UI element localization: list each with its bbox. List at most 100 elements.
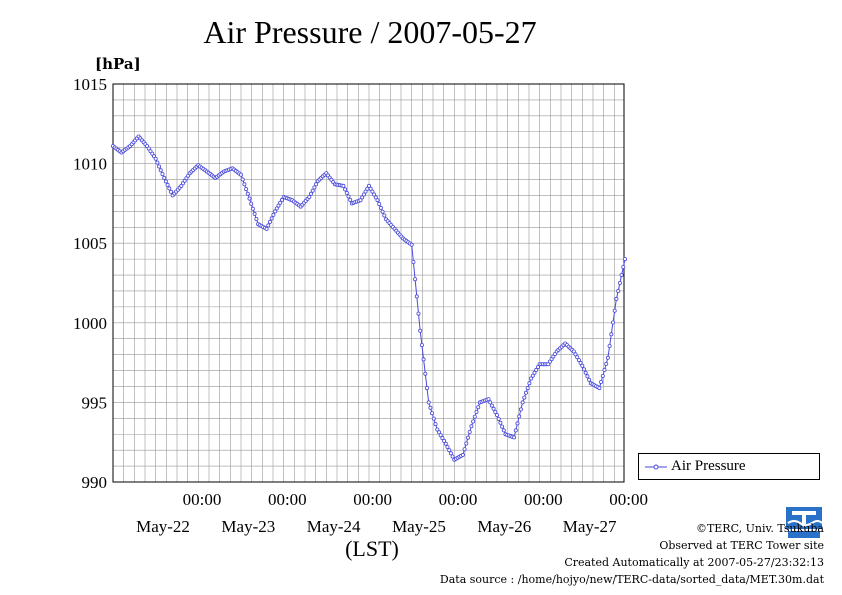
- data-point: [450, 454, 455, 459]
- data-point: [602, 367, 607, 372]
- data-point: [525, 386, 530, 391]
- data-point: [160, 172, 165, 177]
- data-point: [529, 376, 534, 381]
- data-point: [312, 185, 317, 190]
- data-point: [447, 448, 452, 453]
- data-point: [375, 198, 380, 203]
- x-tick-time-label: 00:00: [609, 490, 648, 509]
- data-point: [575, 355, 580, 360]
- series-layer: [111, 134, 628, 462]
- data-point: [247, 196, 252, 201]
- data-point: [250, 206, 255, 211]
- x-tick-date-label: May-27: [563, 517, 617, 536]
- data-point: [377, 201, 382, 206]
- data-point: [380, 209, 385, 214]
- data-point: [467, 429, 472, 434]
- data-point: [604, 361, 609, 366]
- data-point: [252, 211, 257, 216]
- data-point: [242, 182, 247, 187]
- data-point: [442, 438, 447, 443]
- x-tick-date-label: May-26: [477, 517, 531, 536]
- data-point: [617, 280, 622, 285]
- data-point: [153, 156, 158, 161]
- y-tick-label: 1015: [73, 75, 107, 94]
- data-point: [368, 186, 373, 191]
- data-point: [249, 201, 254, 206]
- data-point: [498, 420, 503, 425]
- data-point: [488, 400, 493, 405]
- data-point: [361, 192, 366, 197]
- footer-copyright: ©TERC, Univ. Tsukuba: [695, 522, 824, 535]
- data-point: [363, 189, 368, 194]
- data-point: [372, 192, 377, 197]
- legend: Air Pressure: [638, 453, 820, 480]
- data-point: [278, 200, 283, 205]
- data-point: [428, 405, 433, 410]
- data-point: [583, 370, 588, 375]
- data-point: [244, 187, 249, 192]
- data-point: [527, 381, 532, 386]
- footer-observed: Observed at TERC Tower site: [659, 539, 824, 552]
- data-point: [469, 424, 474, 429]
- data-point: [269, 216, 274, 221]
- data-point: [440, 436, 445, 441]
- data-point: [163, 179, 168, 184]
- axis-layer: [112, 83, 625, 483]
- data-point: [418, 328, 423, 333]
- data-point: [358, 198, 363, 203]
- data-point: [430, 411, 435, 416]
- data-point: [273, 209, 278, 214]
- data-point: [267, 219, 272, 224]
- data-point: [465, 435, 470, 440]
- data-point: [419, 343, 424, 348]
- data-point: [314, 182, 319, 187]
- grid-layer: [112, 83, 624, 483]
- data-point: [310, 188, 315, 193]
- data-point: [524, 390, 529, 395]
- terc-logo: [784, 503, 824, 539]
- data-point: [621, 265, 626, 270]
- data-point: [344, 190, 349, 195]
- data-point: [474, 409, 479, 414]
- data-point: [476, 405, 481, 410]
- data-point: [535, 365, 540, 370]
- data-point: [162, 175, 167, 180]
- data-point: [607, 343, 612, 348]
- data-point: [471, 419, 476, 424]
- data-point: [486, 397, 491, 402]
- data-point: [245, 191, 250, 196]
- data-point: [426, 400, 431, 405]
- data-point: [599, 379, 604, 384]
- data-point: [271, 212, 276, 217]
- data-point: [472, 414, 477, 419]
- data-point: [413, 277, 418, 282]
- data-point: [435, 427, 440, 432]
- data-point: [308, 191, 313, 196]
- data-point: [571, 349, 576, 354]
- data-point: [616, 288, 621, 293]
- data-point: [254, 216, 259, 221]
- x-tick-date-label: May-23: [221, 517, 275, 536]
- data-point: [424, 386, 429, 391]
- data-point: [491, 406, 496, 411]
- data-point: [494, 413, 499, 418]
- data-point: [576, 358, 581, 363]
- footer-created: Created Automatically at 2007-05-27/23:3…: [564, 556, 824, 569]
- data-point: [582, 367, 587, 372]
- x-axis-unit: (LST): [345, 536, 399, 561]
- data-point: [530, 373, 535, 378]
- data-point: [168, 189, 173, 194]
- data-point: [587, 377, 592, 382]
- x-tick-date-label: May-25: [392, 517, 446, 536]
- data-point: [370, 189, 375, 194]
- data-point: [158, 168, 163, 173]
- data-point: [614, 296, 619, 301]
- data-point: [382, 213, 387, 218]
- data-point: [307, 194, 312, 199]
- data-point: [411, 259, 416, 264]
- data-point: [343, 187, 348, 192]
- data-point: [597, 386, 602, 391]
- data-point: [279, 197, 284, 202]
- data-point: [500, 424, 505, 429]
